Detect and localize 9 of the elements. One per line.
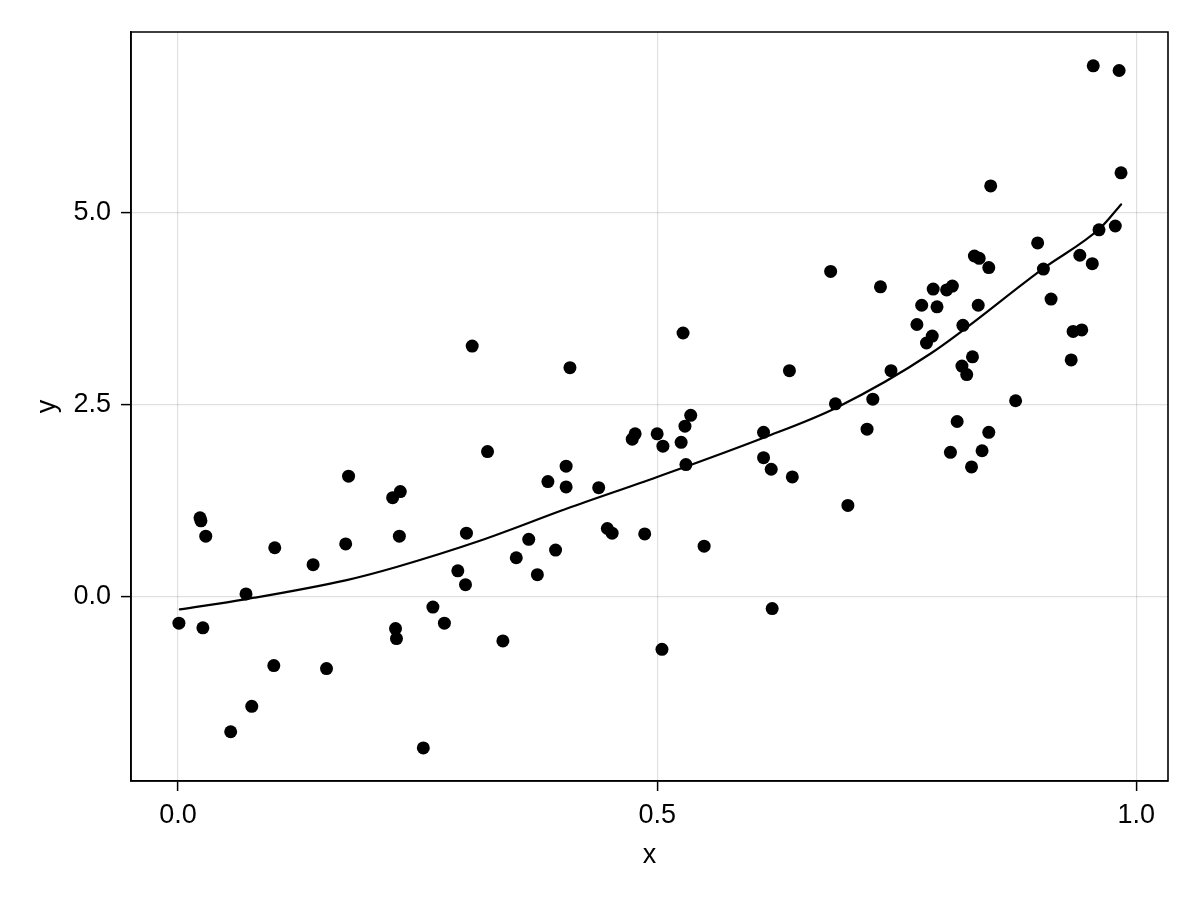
y-tick-label: 0.0 <box>73 580 111 611</box>
y-tick-label: 5.0 <box>73 195 111 226</box>
x-tick-label: 0.0 <box>159 798 197 829</box>
x-tick-label: 0.5 <box>638 798 676 829</box>
y-axis-title: y <box>30 399 61 414</box>
x-tick-label: 1.0 <box>1117 798 1156 829</box>
x-axis-title: x <box>642 839 657 870</box>
line-series <box>178 203 1123 611</box>
y-tick-label: 2.5 <box>73 388 111 419</box>
